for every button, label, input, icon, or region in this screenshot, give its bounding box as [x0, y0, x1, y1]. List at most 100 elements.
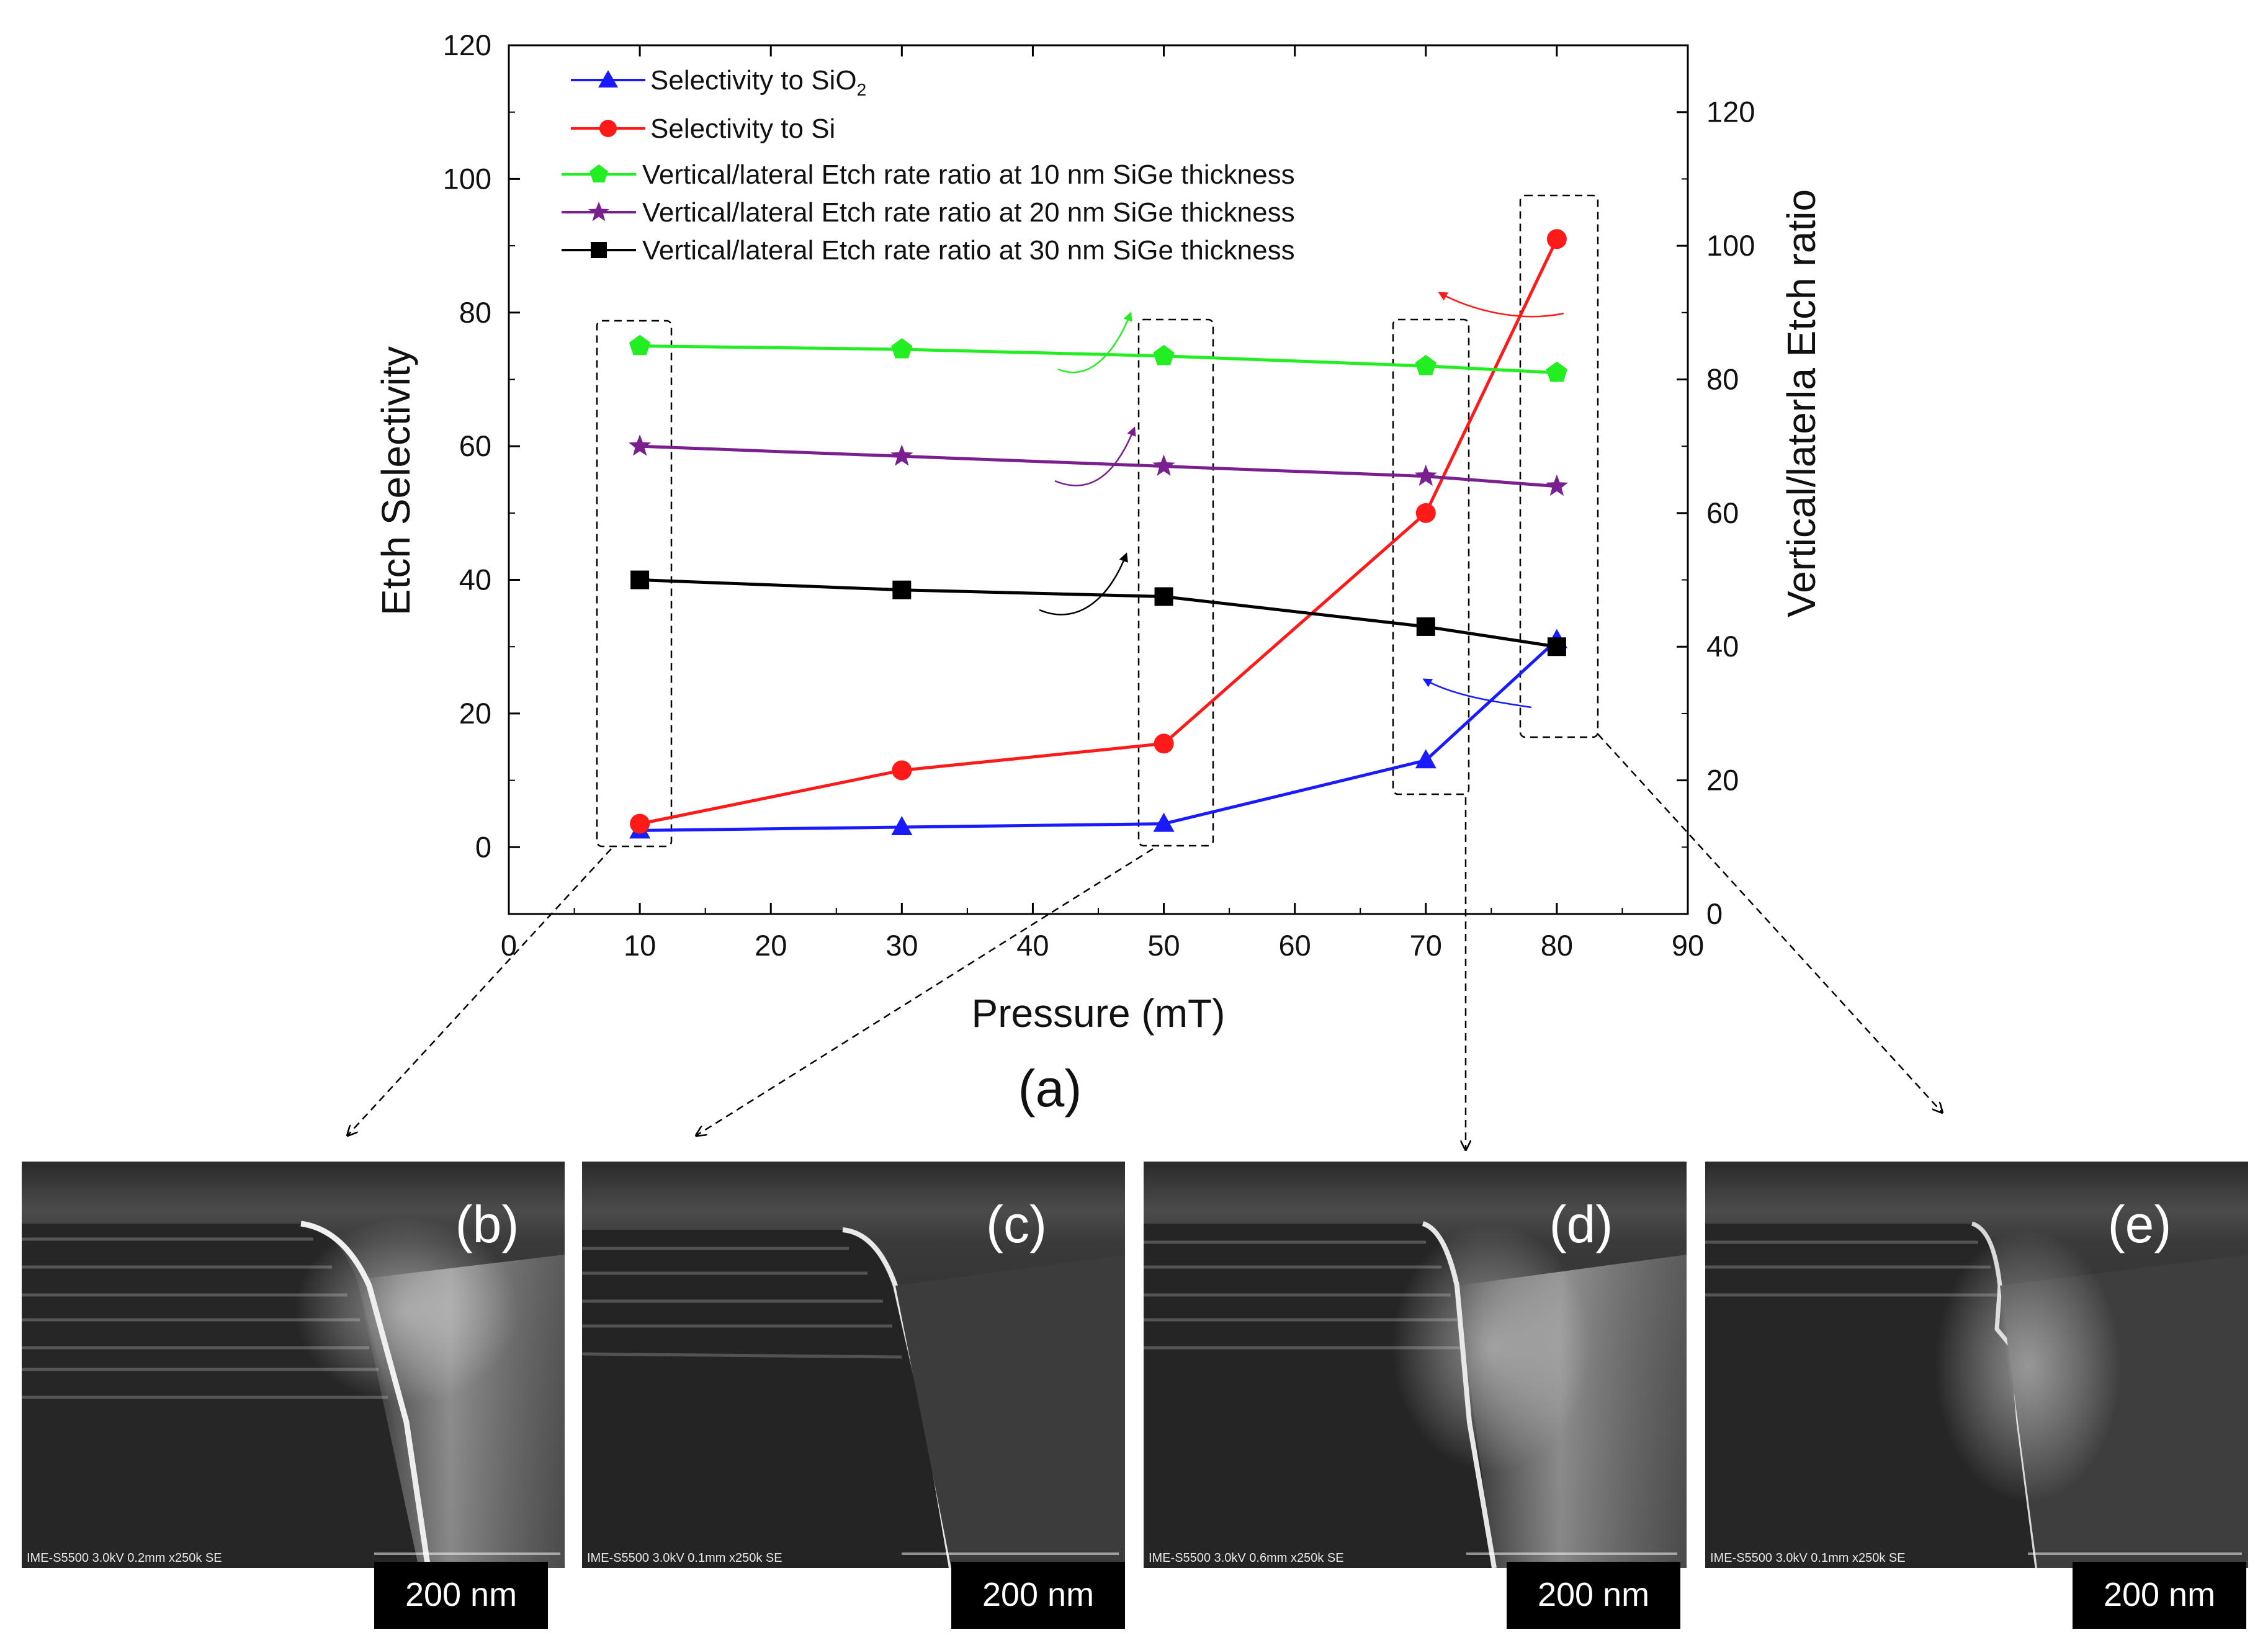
x-tick-label: 0 — [501, 929, 517, 962]
data-point-30nm — [1416, 617, 1435, 636]
data-point-20nm — [1545, 474, 1568, 496]
data-point-20nm — [1152, 454, 1175, 476]
data-point-10nm — [1415, 354, 1437, 375]
x-tick-label: 70 — [1410, 929, 1442, 962]
data-point-20nm — [890, 444, 913, 466]
axis-ticks — [508, 44, 1689, 915]
legend-item-20nm: Vertical/lateral Etch rate ratio at 20 n… — [562, 197, 1295, 228]
series-line-sio2 — [640, 638, 1558, 832]
y-tick-labels: 0 20 40 60 80 100 120 — [443, 29, 491, 863]
sem-label-b: (b) — [455, 1195, 519, 1253]
data-point-si — [892, 760, 912, 781]
black-axis-arrow — [1039, 552, 1128, 616]
series-si — [630, 229, 1567, 834]
sem-scale-d: 200 nm — [1538, 1576, 1649, 1613]
series-30nm — [630, 570, 1566, 656]
sem-caption-b: IME-S5500 3.0kV 0.2mm x250k SE — [27, 1551, 222, 1565]
data-point-10nm — [1546, 361, 1568, 382]
series-layer — [629, 229, 1568, 839]
sem-label-d: (d) — [1549, 1195, 1613, 1253]
data-point-30nm — [1547, 637, 1566, 656]
x-tick-label: 40 — [1016, 929, 1049, 962]
legend-item-si: Selectivity to Si — [571, 114, 835, 144]
legend-item-30nm: Vertical/lateral Etch rate ratio at 30 n… — [562, 235, 1295, 266]
x-tick-label: 90 — [1672, 929, 1704, 962]
highlight-box-50 — [1137, 318, 1214, 847]
right-y-axis-title: Vertical/laterla Etch ratio — [1779, 189, 1824, 617]
x-tick-labels: 0 10 20 30 40 50 60 70 80 90 — [501, 929, 1704, 962]
data-point-30nm — [630, 570, 650, 589]
sem-panel-e: (e) IME-S5500 3.0kV 0.1mm x250k SE 200 n… — [1705, 1162, 2248, 1629]
data-point-30nm — [1154, 587, 1173, 606]
highlight-box-80 — [1519, 194, 1599, 738]
y-tick-label: 120 — [443, 29, 491, 61]
right-y-tick-label: 40 — [1706, 630, 1739, 663]
legend-label-30nm: Vertical/lateral Etch rate ratio at 30 n… — [642, 235, 1295, 266]
legend-item-sio2: Selectivity to SiO2 — [571, 65, 866, 99]
series-line-20nm — [640, 444, 1558, 488]
y-tick-label: 0 — [475, 830, 491, 863]
series-line-30nm — [640, 578, 1558, 648]
green-axis-arrow — [1057, 311, 1132, 374]
right-y-tick-label: 0 — [1706, 897, 1723, 930]
right-y-tick-labels: 0 20 40 60 80 100 120 — [1706, 96, 1755, 930]
right-y-tick-label: 80 — [1706, 362, 1739, 395]
x-axis-title: Pressure (mT) — [972, 991, 1226, 1036]
sem-caption-c: IME-S5500 3.0kV 0.1mm x250k SE — [587, 1551, 782, 1565]
pointer-arrow-c — [696, 848, 1154, 1136]
purple-axis-arrow — [1054, 426, 1136, 486]
series-sio2 — [629, 629, 1567, 839]
sem-scale-b: 200 nm — [405, 1576, 517, 1613]
sem-panel-c: (c) IME-S5500 3.0kV 0.1mm x250k SE 200 n… — [581, 1162, 1125, 1629]
sem-label-e: (e) — [2108, 1195, 2172, 1253]
data-point-20nm — [1414, 464, 1437, 486]
x-tick-label: 10 — [624, 929, 656, 962]
y-tick-label: 40 — [459, 563, 491, 596]
x-tick-label: 50 — [1147, 929, 1180, 962]
sem-scale-c: 200 nm — [982, 1576, 1094, 1613]
highlight-box-10 — [596, 320, 673, 848]
highlight-box-70 — [1392, 318, 1470, 795]
y-tick-label: 20 — [459, 697, 491, 730]
y-axis-title: Etch Selectivity — [374, 346, 418, 616]
legend-label-si: Selectivity to Si — [650, 114, 835, 144]
data-point-20nm — [629, 434, 652, 456]
data-point-10nm — [629, 334, 651, 356]
data-point-30nm — [892, 580, 912, 599]
series-10nm — [629, 334, 1568, 382]
panel-label-a: (a) — [1018, 1059, 1082, 1118]
series-line-si — [639, 238, 1559, 826]
sem-label-c: (c) — [986, 1195, 1047, 1253]
legend: Selectivity to SiO2 Selectivity to Si Ve… — [562, 65, 1295, 266]
x-tick-label: 80 — [1541, 929, 1573, 962]
legend-label-10nm: Vertical/lateral Etch rate ratio at 10 n… — [642, 159, 1295, 190]
right-y-tick-label: 120 — [1706, 96, 1755, 128]
pointer-arrow-e — [1597, 733, 1942, 1113]
sem-caption-e: IME-S5500 3.0kV 0.1mm x250k SE — [1710, 1551, 1906, 1565]
sem-scale-e: 200 nm — [2104, 1576, 2215, 1613]
y-tick-label: 60 — [459, 429, 491, 462]
sem-caption-d: IME-S5500 3.0kV 0.6mm x250k SE — [1149, 1551, 1344, 1565]
right-y-tick-label: 60 — [1706, 496, 1739, 529]
x-tick-label: 30 — [885, 929, 918, 962]
data-point-10nm — [891, 338, 913, 359]
data-point-sio2 — [1153, 812, 1175, 832]
sem-panel-d: (d) IME-S5500 3.0kV 0.6mm x250k SE 200 n… — [1144, 1162, 1687, 1629]
data-point-sio2 — [891, 816, 913, 835]
right-y-tick-label: 100 — [1706, 229, 1755, 262]
legend-label-sio2-subscript: 2 — [857, 80, 867, 99]
y-tick-label: 80 — [459, 296, 491, 329]
y-tick-label: 100 — [443, 162, 491, 195]
blue-axis-arrow — [1422, 678, 1532, 709]
data-point-si — [1546, 229, 1567, 249]
data-point-si — [1415, 503, 1436, 523]
sem-panel-b: (b) IME-S5500 3.0kV 0.2mm x250k SE 200 n… — [22, 1162, 565, 1629]
x-tick-label: 20 — [755, 929, 787, 962]
svg-text:Selectivity to SiO2: Selectivity to SiO2 — [650, 65, 866, 99]
data-point-si — [630, 813, 650, 834]
x-tick-label: 60 — [1279, 929, 1311, 962]
data-point-si — [1154, 733, 1174, 754]
series-20nm — [629, 434, 1568, 496]
data-point-10nm — [1153, 344, 1175, 365]
red-axis-arrow — [1438, 292, 1564, 318]
